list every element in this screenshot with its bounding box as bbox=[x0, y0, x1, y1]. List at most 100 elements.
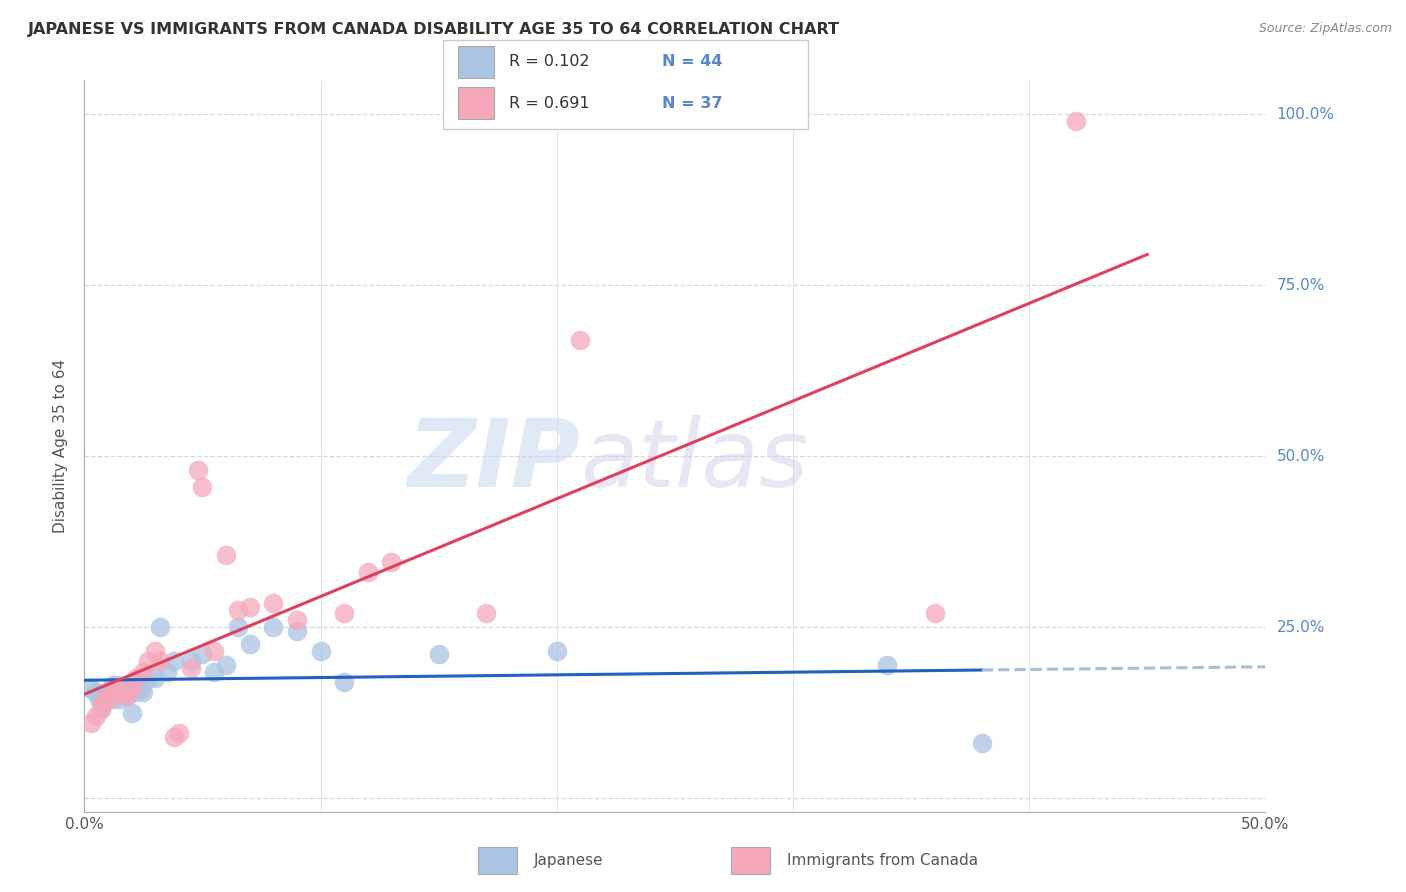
Point bbox=[215, 549, 238, 563]
Point bbox=[125, 685, 148, 699]
Point bbox=[129, 681, 152, 696]
Point bbox=[90, 702, 112, 716]
Point bbox=[132, 685, 155, 699]
Text: ZIP: ZIP bbox=[408, 415, 581, 507]
Point bbox=[180, 661, 202, 675]
Point bbox=[202, 665, 225, 679]
FancyBboxPatch shape bbox=[731, 847, 770, 874]
Point bbox=[121, 681, 143, 696]
Point bbox=[115, 689, 138, 703]
Point bbox=[84, 709, 107, 723]
Point bbox=[122, 678, 145, 692]
Point bbox=[333, 674, 356, 689]
Point bbox=[156, 665, 179, 679]
Point bbox=[191, 480, 214, 494]
Point bbox=[215, 657, 238, 672]
Text: R = 0.691: R = 0.691 bbox=[509, 95, 589, 111]
Point bbox=[87, 692, 110, 706]
Point bbox=[118, 681, 141, 696]
Point bbox=[101, 678, 124, 692]
Point bbox=[136, 654, 159, 668]
Point bbox=[149, 654, 172, 668]
Point bbox=[107, 681, 129, 696]
Point bbox=[191, 648, 214, 662]
Point bbox=[104, 681, 127, 696]
Point bbox=[546, 644, 568, 658]
Point bbox=[98, 689, 121, 703]
Point bbox=[101, 692, 124, 706]
Point bbox=[107, 678, 129, 692]
Point bbox=[226, 620, 249, 634]
Point bbox=[357, 566, 380, 580]
FancyBboxPatch shape bbox=[457, 87, 494, 119]
Point bbox=[380, 555, 402, 569]
Point bbox=[285, 624, 308, 638]
Point bbox=[115, 689, 138, 703]
Y-axis label: Disability Age 35 to 64: Disability Age 35 to 64 bbox=[53, 359, 69, 533]
Point bbox=[91, 695, 114, 709]
Point bbox=[309, 644, 332, 658]
Point bbox=[924, 607, 946, 621]
Point bbox=[84, 685, 107, 699]
Point bbox=[104, 685, 127, 699]
Point bbox=[569, 333, 592, 347]
Point bbox=[125, 672, 148, 686]
Point bbox=[128, 672, 150, 686]
Text: 50.0%: 50.0% bbox=[1277, 449, 1324, 464]
Text: Immigrants from Canada: Immigrants from Canada bbox=[787, 854, 979, 868]
Point bbox=[104, 681, 127, 696]
Point bbox=[101, 685, 124, 699]
Point bbox=[427, 648, 450, 662]
Point bbox=[475, 607, 498, 621]
Text: Japanese: Japanese bbox=[534, 854, 605, 868]
Point bbox=[163, 730, 186, 744]
Point bbox=[876, 657, 898, 672]
Text: R = 0.102: R = 0.102 bbox=[509, 54, 589, 70]
Point bbox=[108, 692, 131, 706]
Point bbox=[108, 685, 131, 699]
Point bbox=[202, 644, 225, 658]
Text: 100.0%: 100.0% bbox=[1277, 107, 1334, 122]
Point bbox=[180, 654, 202, 668]
FancyBboxPatch shape bbox=[443, 40, 808, 129]
Point bbox=[333, 607, 356, 621]
Point bbox=[121, 706, 143, 720]
Point bbox=[94, 685, 117, 699]
Point bbox=[187, 463, 209, 477]
Point bbox=[90, 702, 112, 716]
Point bbox=[143, 644, 166, 658]
Point bbox=[111, 685, 134, 699]
Point bbox=[80, 681, 103, 696]
Point bbox=[91, 695, 114, 709]
Text: JAPANESE VS IMMIGRANTS FROM CANADA DISABILITY AGE 35 TO 64 CORRELATION CHART: JAPANESE VS IMMIGRANTS FROM CANADA DISAB… bbox=[28, 22, 841, 37]
Text: 75.0%: 75.0% bbox=[1277, 277, 1324, 293]
Point bbox=[262, 620, 284, 634]
Point bbox=[97, 685, 120, 699]
Point bbox=[114, 681, 136, 696]
Point bbox=[98, 689, 121, 703]
Point bbox=[108, 681, 131, 696]
Text: 25.0%: 25.0% bbox=[1277, 620, 1324, 634]
Point bbox=[111, 685, 134, 699]
FancyBboxPatch shape bbox=[478, 847, 517, 874]
Point bbox=[163, 654, 186, 668]
Point bbox=[80, 715, 103, 730]
FancyBboxPatch shape bbox=[457, 46, 494, 78]
Point bbox=[94, 692, 117, 706]
Point bbox=[226, 603, 249, 617]
Text: Source: ZipAtlas.com: Source: ZipAtlas.com bbox=[1258, 22, 1392, 36]
Text: N = 44: N = 44 bbox=[662, 54, 723, 70]
Point bbox=[239, 599, 262, 614]
Point bbox=[132, 665, 155, 679]
Point bbox=[262, 596, 284, 610]
Point bbox=[149, 620, 172, 634]
Text: N = 37: N = 37 bbox=[662, 95, 723, 111]
Point bbox=[136, 672, 159, 686]
Point bbox=[167, 726, 190, 740]
Point bbox=[970, 736, 993, 750]
Point bbox=[143, 672, 166, 686]
Point bbox=[97, 692, 120, 706]
Text: atlas: atlas bbox=[581, 415, 808, 506]
Point bbox=[239, 637, 262, 651]
Point bbox=[1066, 114, 1088, 128]
